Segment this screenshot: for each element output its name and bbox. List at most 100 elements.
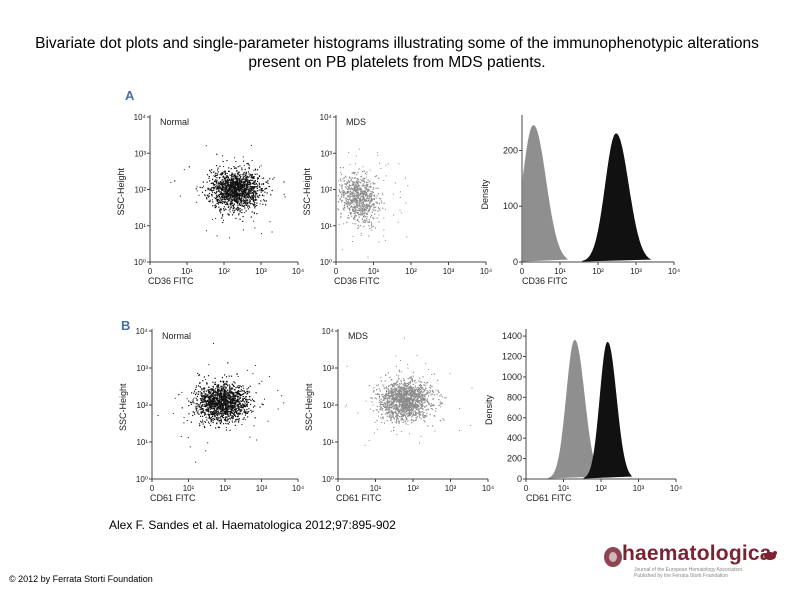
scatter-point: [228, 393, 230, 395]
scatter-point: [237, 410, 239, 412]
scatter-point: [389, 390, 391, 392]
scatter-point: [209, 180, 211, 182]
scatter-point: [231, 412, 233, 414]
scatter-point: [397, 390, 399, 392]
scatter-point: [219, 182, 221, 184]
scatter-point: [383, 402, 385, 404]
scatter-point: [410, 412, 412, 414]
scatter-point: [202, 410, 204, 412]
scatter-point: [386, 399, 388, 401]
scatter-point: [205, 390, 208, 392]
scatter-point: [231, 415, 233, 417]
scatter-point: [216, 422, 218, 424]
scatter-point: [214, 415, 216, 417]
scatter-point: [351, 192, 354, 194]
scatter-point: [220, 212, 222, 214]
scatter-point: [245, 178, 248, 180]
scatter-point: [224, 412, 226, 414]
scatter-point: [208, 409, 210, 411]
dot-plot-b-mds: [335, 329, 489, 482]
scatter-point: [221, 215, 224, 217]
scatter-point: [222, 406, 224, 408]
scatter-point: [223, 394, 225, 396]
scatter-point: [236, 173, 239, 175]
scatter-point: [376, 152, 378, 154]
scatter-point: [418, 405, 420, 407]
scatter-point: [213, 184, 215, 186]
scatter-point: [266, 192, 268, 194]
scatter-point: [216, 235, 218, 237]
scatter-point: [366, 218, 368, 220]
scatter-point: [234, 187, 236, 189]
scatter-point: [215, 406, 217, 408]
scatter-point: [360, 210, 362, 212]
scatter-point: [180, 436, 182, 437]
scatter-point: [443, 419, 445, 421]
scatter-point: [203, 392, 205, 394]
scatter-point: [202, 403, 204, 406]
scatter-point: [220, 420, 222, 422]
scatter-point: [241, 409, 243, 412]
scatter-point: [237, 183, 239, 185]
scatter-point: [365, 200, 367, 202]
scatter-point: [232, 405, 234, 407]
scatter-point: [378, 401, 380, 403]
scatter-point: [411, 379, 414, 381]
scatter-point: [356, 211, 358, 214]
scatter-point: [233, 381, 235, 383]
scatter-point: [227, 192, 229, 194]
scatter-point: [368, 221, 370, 223]
scatter-point: [224, 386, 226, 388]
scatter-point: [222, 201, 224, 203]
scatter-point: [214, 184, 216, 185]
scatter-point: [352, 198, 355, 200]
scatter-point: [393, 402, 395, 404]
scatter-point: [224, 208, 226, 210]
scatter-point: [424, 416, 426, 418]
scatter-point: [427, 393, 429, 395]
scatter-point: [392, 384, 394, 386]
scatter-point: [201, 405, 203, 407]
scatter-point: [402, 396, 404, 398]
scatter-point: [217, 183, 219, 185]
scatter-point: [230, 181, 232, 183]
scatter-point: [212, 397, 214, 399]
scatter-point: [224, 400, 226, 402]
scatter-point: [353, 188, 355, 190]
scatter-point: [251, 187, 253, 190]
scatter-point: [237, 184, 240, 186]
scatter-point: [234, 399, 236, 402]
scatter-point: [202, 393, 203, 395]
scatter-point: [210, 401, 212, 403]
scatter-point: [353, 218, 356, 220]
scatter-point: [213, 188, 215, 190]
scatter-point: [215, 392, 217, 394]
scatter-point: [394, 400, 396, 403]
scatter-point: [401, 401, 403, 403]
scatter-point: [253, 187, 255, 189]
scatter-point: [355, 187, 357, 189]
scatter-point: [414, 392, 416, 394]
scatter-point: [355, 204, 357, 206]
scatter-point: [406, 399, 409, 401]
scatter-point: [221, 183, 223, 186]
scatter-point: [239, 198, 241, 200]
scatter-point: [373, 218, 375, 220]
scatter-point: [365, 220, 367, 222]
scatter-point: [233, 199, 236, 201]
scatter-point: [343, 196, 345, 198]
scatter-point: [388, 393, 390, 395]
scatter-point: [239, 178, 241, 180]
scatter-point: [232, 173, 234, 175]
scatter-point: [353, 173, 355, 175]
scatter-point: [233, 189, 236, 191]
scatter-point: [224, 176, 226, 178]
scatter-point: [232, 206, 234, 208]
scatter-point: [242, 192, 244, 194]
scatter-point: [364, 191, 366, 193]
scatter-point: [232, 180, 234, 182]
scatter-point: [357, 180, 360, 182]
x-tick-label: 10²: [592, 267, 604, 276]
scatter-point: [205, 405, 207, 407]
scatter-point: [242, 407, 244, 409]
